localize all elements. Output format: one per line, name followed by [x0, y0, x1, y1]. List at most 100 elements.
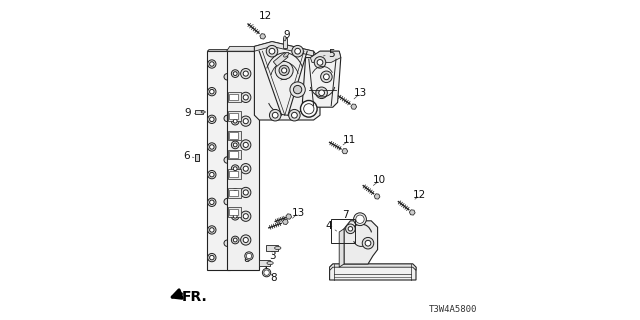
Circle shape [346, 224, 355, 234]
Circle shape [210, 89, 214, 94]
Circle shape [273, 112, 278, 118]
Text: 9: 9 [283, 30, 290, 44]
Circle shape [292, 112, 297, 118]
Circle shape [241, 140, 251, 150]
Bar [229, 151, 238, 158]
Circle shape [232, 188, 239, 196]
Polygon shape [254, 42, 320, 120]
Polygon shape [310, 51, 340, 62]
Circle shape [262, 268, 271, 277]
Bar [228, 92, 241, 102]
Polygon shape [195, 154, 199, 161]
Circle shape [234, 238, 237, 242]
Circle shape [210, 255, 214, 260]
Circle shape [356, 215, 364, 223]
Bar [229, 94, 238, 100]
Bar [228, 169, 241, 179]
Polygon shape [227, 51, 259, 270]
Circle shape [210, 62, 214, 66]
Text: 2: 2 [280, 72, 287, 82]
Polygon shape [302, 51, 340, 107]
Circle shape [241, 235, 251, 245]
Bar [229, 171, 238, 177]
Circle shape [243, 95, 248, 100]
Polygon shape [260, 34, 266, 39]
Circle shape [348, 227, 353, 231]
Circle shape [243, 142, 248, 148]
Circle shape [314, 57, 326, 68]
Circle shape [243, 214, 248, 219]
Bar [229, 209, 238, 215]
Circle shape [210, 145, 214, 149]
Ellipse shape [284, 52, 289, 57]
Circle shape [243, 166, 248, 171]
Text: 4: 4 [326, 220, 337, 231]
Circle shape [232, 141, 239, 149]
Text: 9: 9 [185, 108, 195, 118]
Polygon shape [330, 264, 416, 270]
Ellipse shape [275, 246, 281, 250]
Circle shape [243, 71, 248, 76]
Ellipse shape [267, 261, 273, 265]
Text: 10: 10 [373, 175, 387, 186]
Circle shape [275, 61, 293, 79]
Polygon shape [374, 194, 380, 199]
Polygon shape [410, 210, 415, 215]
Circle shape [269, 109, 281, 121]
Circle shape [316, 87, 328, 99]
Circle shape [241, 92, 251, 102]
Polygon shape [259, 260, 270, 266]
Circle shape [207, 143, 216, 151]
Circle shape [246, 253, 252, 259]
Polygon shape [283, 38, 287, 48]
Circle shape [243, 237, 248, 243]
Circle shape [241, 68, 251, 79]
Circle shape [207, 171, 216, 179]
Circle shape [317, 60, 323, 65]
Circle shape [207, 115, 216, 124]
Circle shape [243, 119, 248, 124]
Circle shape [234, 72, 237, 76]
Text: 13: 13 [353, 88, 367, 99]
Polygon shape [273, 52, 288, 66]
Circle shape [269, 48, 275, 54]
Circle shape [210, 117, 214, 122]
Circle shape [365, 240, 371, 246]
Circle shape [304, 104, 314, 114]
Text: FR.: FR. [182, 290, 207, 304]
Circle shape [241, 116, 251, 126]
Circle shape [293, 85, 302, 94]
Circle shape [207, 226, 216, 234]
Circle shape [266, 45, 278, 57]
Text: 13: 13 [292, 208, 305, 218]
Circle shape [234, 95, 237, 99]
Text: 5: 5 [323, 49, 335, 59]
Circle shape [224, 74, 230, 80]
Polygon shape [339, 229, 344, 267]
Polygon shape [266, 245, 278, 251]
Circle shape [207, 198, 216, 206]
Text: 11: 11 [343, 135, 356, 145]
Circle shape [224, 198, 230, 205]
Circle shape [241, 211, 251, 221]
Polygon shape [195, 110, 204, 114]
Text: 12: 12 [253, 11, 271, 25]
Circle shape [232, 117, 239, 125]
Circle shape [282, 68, 287, 73]
Circle shape [210, 228, 214, 232]
Circle shape [232, 70, 239, 77]
Polygon shape [207, 50, 232, 51]
Circle shape [244, 252, 253, 260]
Circle shape [279, 65, 289, 76]
Circle shape [207, 60, 216, 68]
Circle shape [241, 187, 251, 197]
Circle shape [290, 82, 305, 97]
Circle shape [362, 237, 374, 249]
Text: 6: 6 [183, 151, 194, 161]
Circle shape [295, 48, 301, 54]
Text: 12: 12 [413, 190, 426, 200]
Text: 1: 1 [263, 265, 269, 276]
Circle shape [232, 236, 239, 244]
Polygon shape [344, 221, 378, 264]
Circle shape [321, 71, 332, 83]
